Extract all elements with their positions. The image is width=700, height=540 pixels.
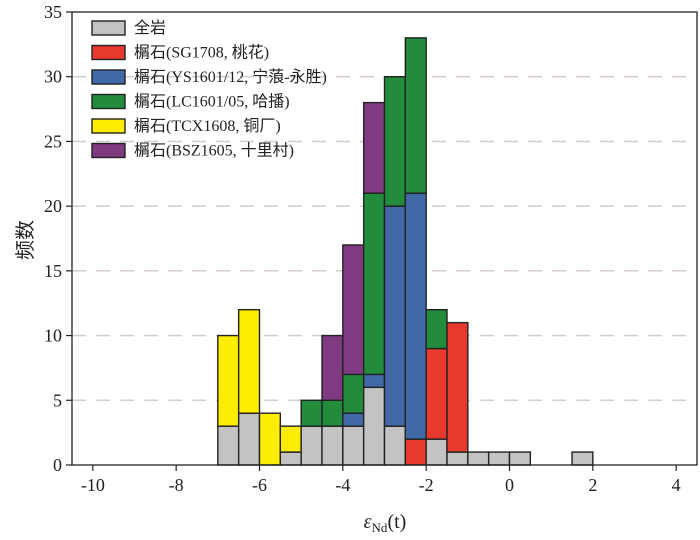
legend-label: 榍石(YS1601/12, 宁蒗-永胜) bbox=[134, 68, 327, 86]
bar-segment bbox=[258, 412, 282, 466]
x-tick-label: -2 bbox=[419, 475, 434, 495]
bar-segment bbox=[362, 373, 386, 389]
bar-segment bbox=[446, 451, 469, 466]
bar-segment bbox=[362, 386, 386, 466]
x-axis: -10 -8 -6 -4 -2 0 2 4 bbox=[81, 465, 681, 495]
legend-swatch bbox=[91, 20, 126, 36]
legend-swatch bbox=[91, 44, 126, 61]
y-tick-label: 0 bbox=[53, 455, 62, 475]
bars bbox=[217, 37, 594, 466]
bar-segment bbox=[425, 308, 448, 350]
bar-segment bbox=[404, 192, 427, 440]
bar-segment bbox=[237, 308, 261, 414]
bar-segment bbox=[467, 451, 490, 466]
bar-segment bbox=[362, 192, 386, 376]
bar-segment bbox=[342, 412, 365, 427]
bar-segment bbox=[446, 321, 469, 453]
legend-swatch bbox=[91, 118, 126, 134]
plot-frame bbox=[71, 11, 698, 466]
x-tick-label: -6 bbox=[252, 475, 267, 495]
bar-segment bbox=[321, 334, 344, 401]
bar-segment bbox=[300, 425, 323, 466]
legend-label: 全岩 bbox=[134, 19, 166, 37]
bar-segment bbox=[237, 412, 261, 466]
y-tick-label: 20 bbox=[44, 196, 62, 216]
y-tick-label: 10 bbox=[44, 326, 62, 346]
y-axis: 0 5 10 15 20 25 30 35 bbox=[44, 2, 72, 475]
bar-segment bbox=[217, 425, 240, 466]
x-tick-label: 4 bbox=[672, 475, 681, 495]
bar-segment bbox=[279, 425, 302, 453]
bar-segment bbox=[321, 399, 344, 427]
bar-segment bbox=[383, 425, 407, 466]
x-axis-label-sub: Nd bbox=[372, 520, 388, 535]
bar-segment bbox=[279, 451, 302, 466]
bar-segment bbox=[217, 334, 240, 427]
y-tick-label: 25 bbox=[44, 131, 62, 151]
x-tick-label: -10 bbox=[81, 475, 105, 495]
bar-segment bbox=[487, 451, 511, 466]
x-tick-label: -8 bbox=[169, 475, 184, 495]
x-tick-label: 2 bbox=[588, 475, 597, 495]
legend-label: 榍石(LC1601/05, 哈播) bbox=[134, 93, 290, 111]
bar-segment bbox=[321, 425, 344, 466]
bar-segment bbox=[404, 438, 427, 466]
bar-segment bbox=[342, 425, 365, 466]
x-axis-label: εNd(t) bbox=[364, 511, 407, 535]
x-axis-label-tail: (t) bbox=[387, 511, 406, 533]
bar-segment bbox=[342, 373, 365, 414]
y-tick-label: 35 bbox=[44, 2, 62, 22]
y-tick-label: 30 bbox=[44, 67, 62, 87]
bar-segment bbox=[300, 399, 323, 427]
legend-label: 榍石(TCX1608, 铜厂) bbox=[134, 117, 281, 135]
legend-swatch bbox=[91, 142, 126, 159]
bar-segment bbox=[383, 76, 407, 207]
bar-segment bbox=[342, 244, 365, 376]
y-tick-label: 5 bbox=[53, 390, 62, 410]
x-tick-label: -4 bbox=[335, 475, 350, 495]
bar-segment bbox=[571, 451, 594, 466]
legend-label: 榍石(BSZ1605, 十里村) bbox=[134, 142, 294, 160]
bar-segment bbox=[425, 347, 448, 440]
bar-segment bbox=[425, 438, 448, 466]
bar-segment bbox=[508, 451, 532, 466]
y-axis-label: 频数 bbox=[14, 220, 37, 260]
legend-swatch bbox=[91, 93, 126, 110]
x-tick-label: 0 bbox=[505, 475, 514, 495]
bar-segment bbox=[383, 205, 407, 427]
bar-segment bbox=[404, 37, 427, 194]
x-axis-label-main: ε bbox=[364, 511, 372, 533]
y-tick-label: 15 bbox=[44, 261, 62, 281]
legend-label: 榍石(SG1708, 桃花) bbox=[134, 44, 269, 62]
legend-swatch bbox=[91, 69, 126, 85]
bar-segment bbox=[362, 101, 386, 194]
